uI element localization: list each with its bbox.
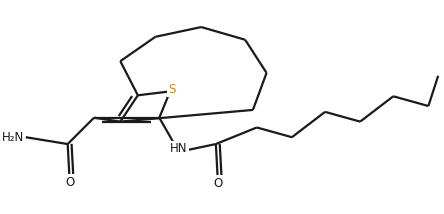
Text: S: S (168, 83, 176, 96)
Text: H₂N: H₂N (2, 131, 24, 144)
Text: O: O (213, 177, 222, 190)
Text: HN: HN (170, 143, 187, 155)
Text: O: O (65, 175, 74, 189)
